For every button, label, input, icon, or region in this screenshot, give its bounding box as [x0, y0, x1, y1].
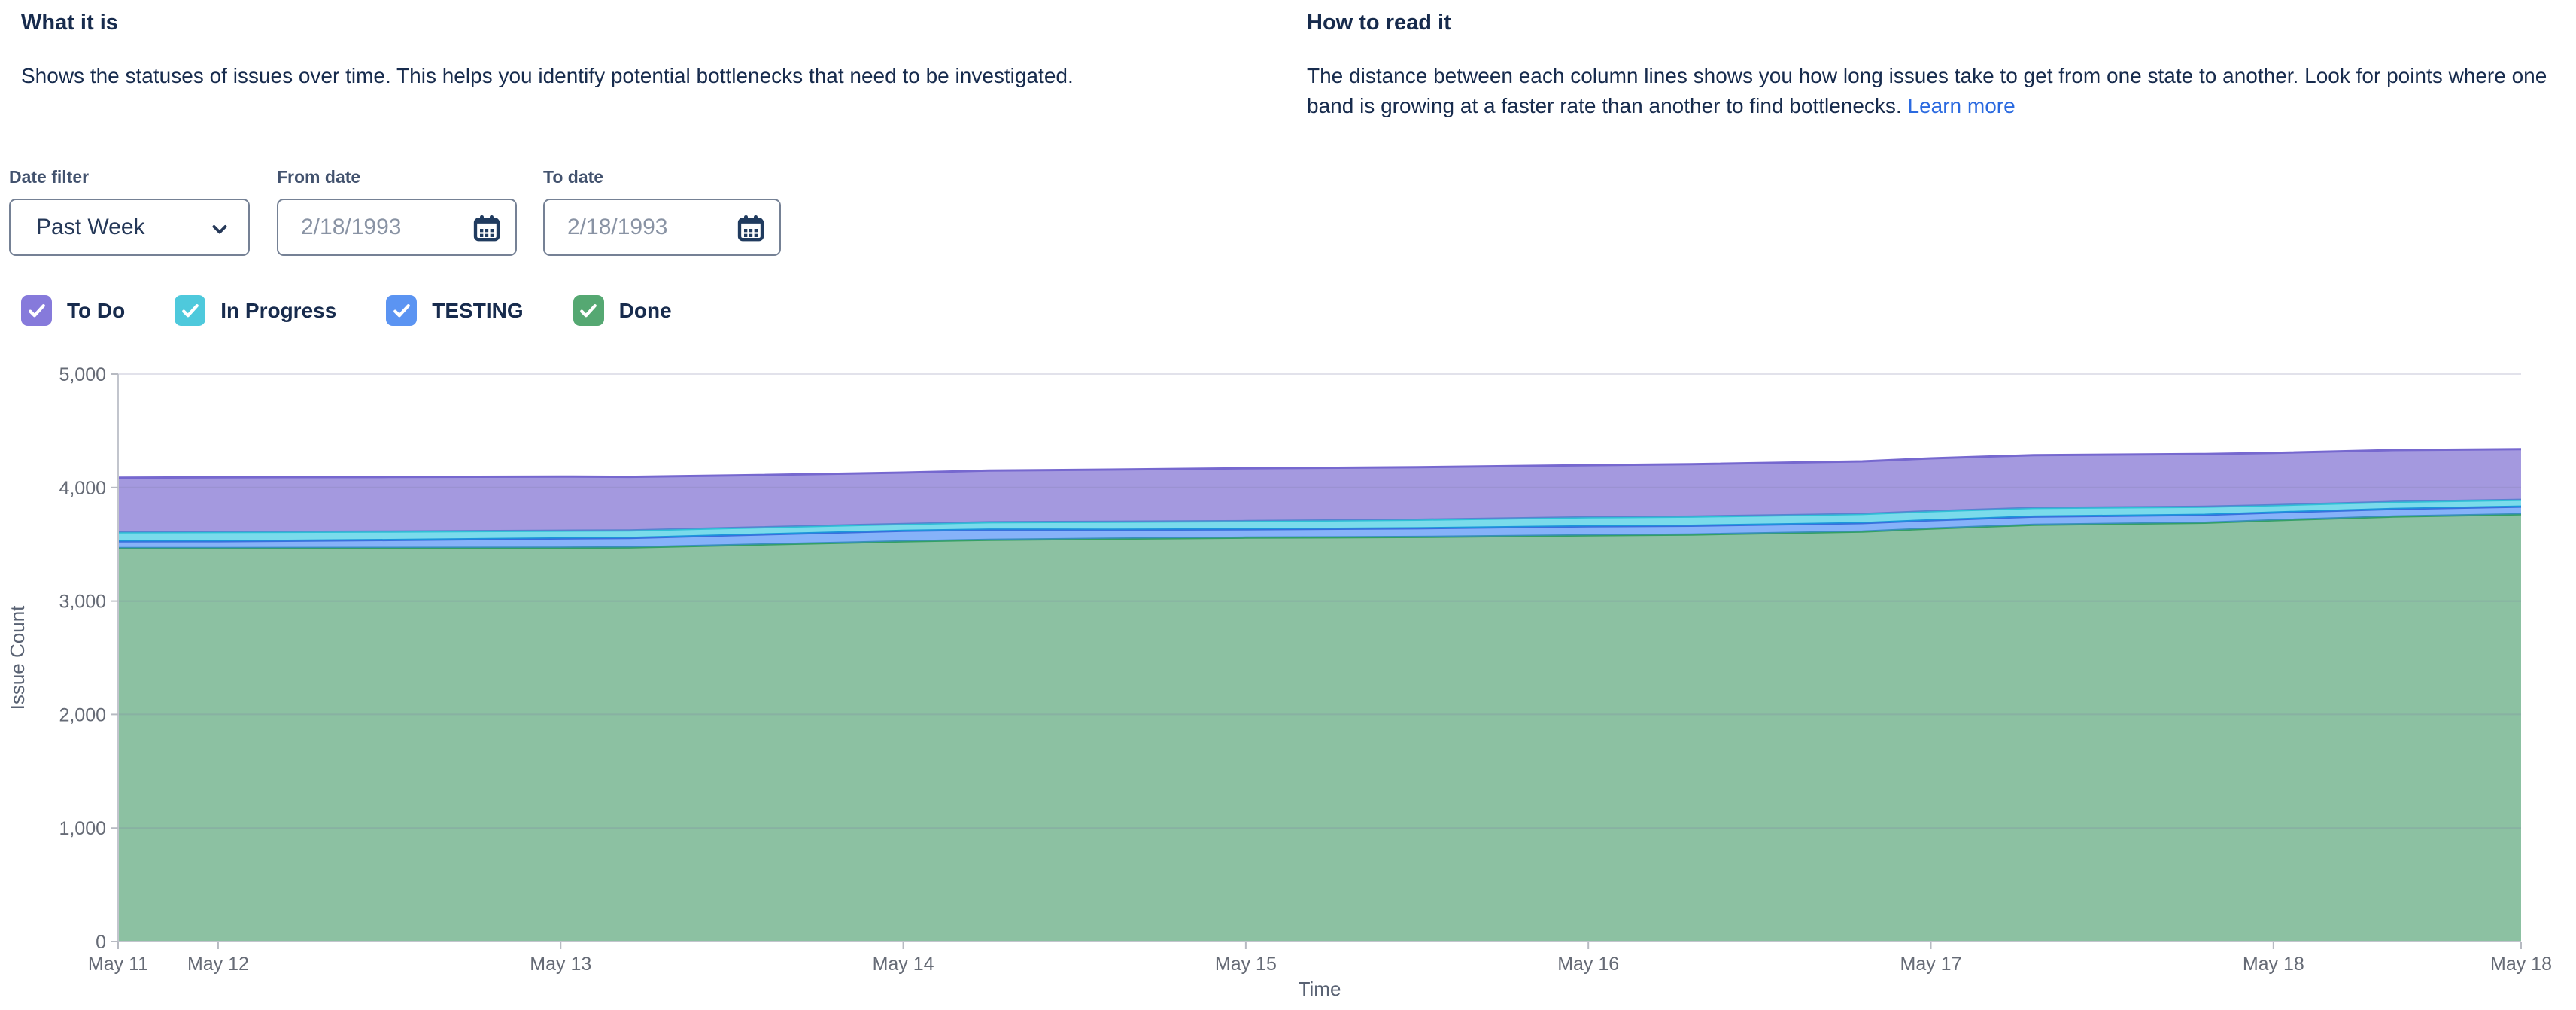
how-to-read-title: How to read it: [1307, 11, 1451, 35]
x-tick-label: May 14: [873, 954, 934, 975]
how-to-read-text: The distance between each column lines s…: [1307, 64, 2547, 117]
y-tick-label: 0: [96, 932, 106, 953]
date-filter-select[interactable]: Past Week: [9, 199, 250, 256]
chevron-down-icon: [206, 215, 233, 246]
x-axis-title: Time: [1299, 978, 1341, 1000]
checkbox-done[interactable]: [573, 295, 604, 326]
y-tick-label: 3,000: [59, 592, 106, 613]
checkmark-icon: [28, 303, 45, 317]
area-bands: [117, 448, 2522, 942]
to-date-label: To date: [543, 167, 604, 187]
gridlines: [118, 373, 2521, 829]
checkbox-testing[interactable]: [386, 295, 418, 326]
band-top-to-do: [117, 448, 2522, 479]
to-date-input[interactable]: [545, 214, 742, 241]
status-over-time-chart: 0 1,000 2,000 3,000 4,000 5,000 May 11 May 12 Ma…: [6, 364, 2552, 1000]
x-tick-label: May 16: [1557, 954, 1619, 975]
legend-item-done[interactable]: Done: [573, 295, 672, 326]
y-tick-label: 4,000: [59, 478, 106, 499]
legend-label-testing: TESTING: [432, 298, 524, 322]
x-tick-label: May 15: [1215, 954, 1277, 975]
x-tick-label: May 18: [2243, 954, 2304, 975]
x-tick-label: May 17: [1900, 954, 1962, 975]
y-axis-title: Issue Count: [6, 605, 29, 710]
how-to-read-body: The distance between each column lines s…: [1307, 61, 2550, 121]
legend-label-to-do: To Do: [67, 298, 126, 322]
legend-item-in-progress[interactable]: In Progress: [175, 295, 336, 326]
from-date-input[interactable]: [278, 214, 475, 241]
y-tick-label: 5,000: [59, 364, 106, 385]
checkbox-in-progress[interactable]: [175, 295, 206, 326]
legend-label-done: Done: [618, 298, 672, 322]
legend-label-in-progress: In Progress: [220, 298, 337, 322]
what-it-is-section: What it is Shows the statuses of issues …: [21, 11, 1225, 91]
checkmark-icon: [393, 303, 410, 317]
band-top-testing: [117, 505, 2522, 543]
y-tick-label: 2,000: [59, 704, 106, 726]
what-it-is-body: Shows the statuses of issues over time. …: [21, 64, 1074, 87]
checkmark-icon: [181, 303, 199, 317]
x-tick-label: May 18: [2490, 954, 2552, 975]
calendar-icon[interactable]: [472, 214, 502, 248]
chart-container: 0 1,000 2,000 3,000 4,000 5,000 May 11 May 12 Ma…: [0, 346, 2576, 1010]
axes: 0 1,000 2,000 3,000 4,000 5,000 May 11 May 12 Ma…: [59, 364, 2552, 975]
band-testing: [118, 507, 2521, 549]
calendar-icon[interactable]: [736, 214, 766, 248]
learn-more-link[interactable]: Learn more: [1907, 94, 2016, 117]
x-tick-label: May 11: [88, 954, 148, 975]
from-date-label: From date: [277, 167, 361, 187]
from-date-field[interactable]: [277, 199, 517, 256]
legend-item-to-do[interactable]: To Do: [21, 295, 125, 326]
what-it-is-title: What it is: [21, 11, 118, 35]
how-to-read-section: How to read it The distance between each…: [1307, 11, 2550, 121]
y-tick-label: 1,000: [59, 818, 106, 839]
band-done: [118, 514, 2521, 942]
x-tick-label: May 12: [187, 954, 249, 975]
checkmark-icon: [580, 303, 597, 317]
band-to-do: [118, 449, 2521, 533]
date-filter-value: Past Week: [36, 214, 145, 239]
legend: To Do In Progress TESTING Done: [21, 295, 672, 326]
x-tick-label: May 13: [530, 954, 591, 975]
band-top-done: [117, 513, 2522, 549]
checkbox-to-do[interactable]: [21, 295, 52, 326]
legend-item-testing[interactable]: TESTING: [386, 295, 524, 326]
date-filter-label: Date filter: [9, 167, 90, 187]
to-date-field[interactable]: [543, 199, 781, 256]
